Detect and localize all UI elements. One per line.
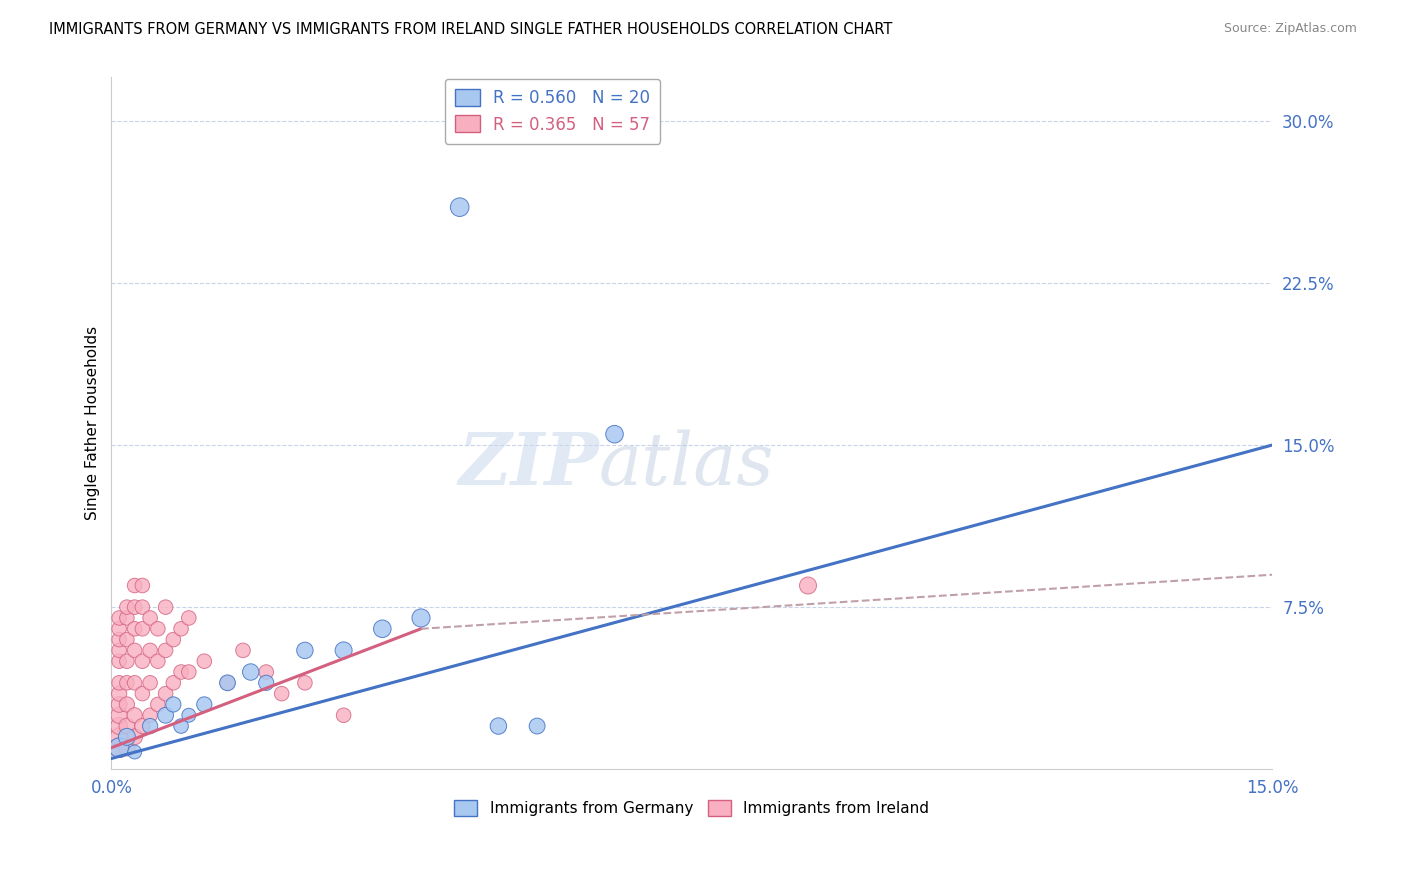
Point bbox=[239, 665, 262, 679]
Point bbox=[131, 654, 153, 668]
Point bbox=[108, 687, 131, 701]
Point bbox=[526, 719, 548, 733]
Point bbox=[177, 611, 200, 625]
Point bbox=[124, 622, 146, 636]
Point bbox=[108, 611, 131, 625]
Point bbox=[139, 643, 162, 657]
Point bbox=[254, 675, 277, 690]
Point bbox=[108, 654, 131, 668]
Point bbox=[124, 643, 146, 657]
Point bbox=[124, 730, 146, 744]
Point bbox=[177, 708, 200, 723]
Point bbox=[294, 643, 316, 657]
Point bbox=[232, 643, 254, 657]
Point bbox=[139, 611, 162, 625]
Point bbox=[108, 675, 131, 690]
Text: ZIP: ZIP bbox=[458, 429, 599, 500]
Point bbox=[108, 740, 131, 755]
Point bbox=[294, 675, 316, 690]
Point bbox=[170, 665, 193, 679]
Point bbox=[155, 687, 177, 701]
Point bbox=[124, 600, 146, 615]
Point bbox=[193, 698, 215, 712]
Point bbox=[115, 611, 138, 625]
Point bbox=[131, 622, 153, 636]
Text: Source: ZipAtlas.com: Source: ZipAtlas.com bbox=[1223, 22, 1357, 36]
Point bbox=[155, 708, 177, 723]
Point bbox=[217, 675, 239, 690]
Point bbox=[124, 708, 146, 723]
Point bbox=[115, 719, 138, 733]
Point bbox=[115, 740, 138, 755]
Point bbox=[155, 643, 177, 657]
Point bbox=[177, 665, 200, 679]
Text: IMMIGRANTS FROM GERMANY VS IMMIGRANTS FROM IRELAND SINGLE FATHER HOUSEHOLDS CORR: IMMIGRANTS FROM GERMANY VS IMMIGRANTS FR… bbox=[49, 22, 893, 37]
Legend: Immigrants from Germany, Immigrants from Ireland: Immigrants from Germany, Immigrants from… bbox=[447, 793, 936, 824]
Point bbox=[108, 730, 131, 744]
Point bbox=[108, 719, 131, 733]
Point bbox=[108, 698, 131, 712]
Y-axis label: Single Father Households: Single Father Households bbox=[86, 326, 100, 520]
Text: atlas: atlas bbox=[599, 430, 775, 500]
Point bbox=[131, 719, 153, 733]
Point bbox=[124, 745, 146, 759]
Point bbox=[146, 622, 169, 636]
Point bbox=[108, 643, 131, 657]
Point bbox=[115, 654, 138, 668]
Point bbox=[162, 632, 184, 647]
Point bbox=[371, 622, 394, 636]
Point bbox=[797, 578, 820, 592]
Point bbox=[108, 622, 131, 636]
Point bbox=[139, 708, 162, 723]
Point bbox=[170, 719, 193, 733]
Point bbox=[217, 675, 239, 690]
Point bbox=[603, 427, 626, 442]
Point bbox=[146, 698, 169, 712]
Point bbox=[139, 719, 162, 733]
Point bbox=[115, 698, 138, 712]
Point bbox=[254, 665, 277, 679]
Point bbox=[124, 578, 146, 592]
Point bbox=[449, 200, 471, 214]
Point bbox=[162, 675, 184, 690]
Point bbox=[124, 675, 146, 690]
Point bbox=[332, 643, 354, 657]
Point bbox=[115, 632, 138, 647]
Point bbox=[486, 719, 509, 733]
Point bbox=[162, 698, 184, 712]
Point bbox=[131, 687, 153, 701]
Point bbox=[131, 600, 153, 615]
Point bbox=[108, 632, 131, 647]
Point bbox=[270, 687, 292, 701]
Point bbox=[146, 654, 169, 668]
Point bbox=[409, 611, 432, 625]
Point bbox=[170, 622, 193, 636]
Point bbox=[115, 730, 138, 744]
Point bbox=[108, 740, 131, 755]
Point bbox=[332, 708, 354, 723]
Point bbox=[115, 600, 138, 615]
Point bbox=[108, 708, 131, 723]
Point bbox=[139, 675, 162, 690]
Point bbox=[155, 600, 177, 615]
Point bbox=[115, 675, 138, 690]
Point bbox=[131, 578, 153, 592]
Point bbox=[193, 654, 215, 668]
